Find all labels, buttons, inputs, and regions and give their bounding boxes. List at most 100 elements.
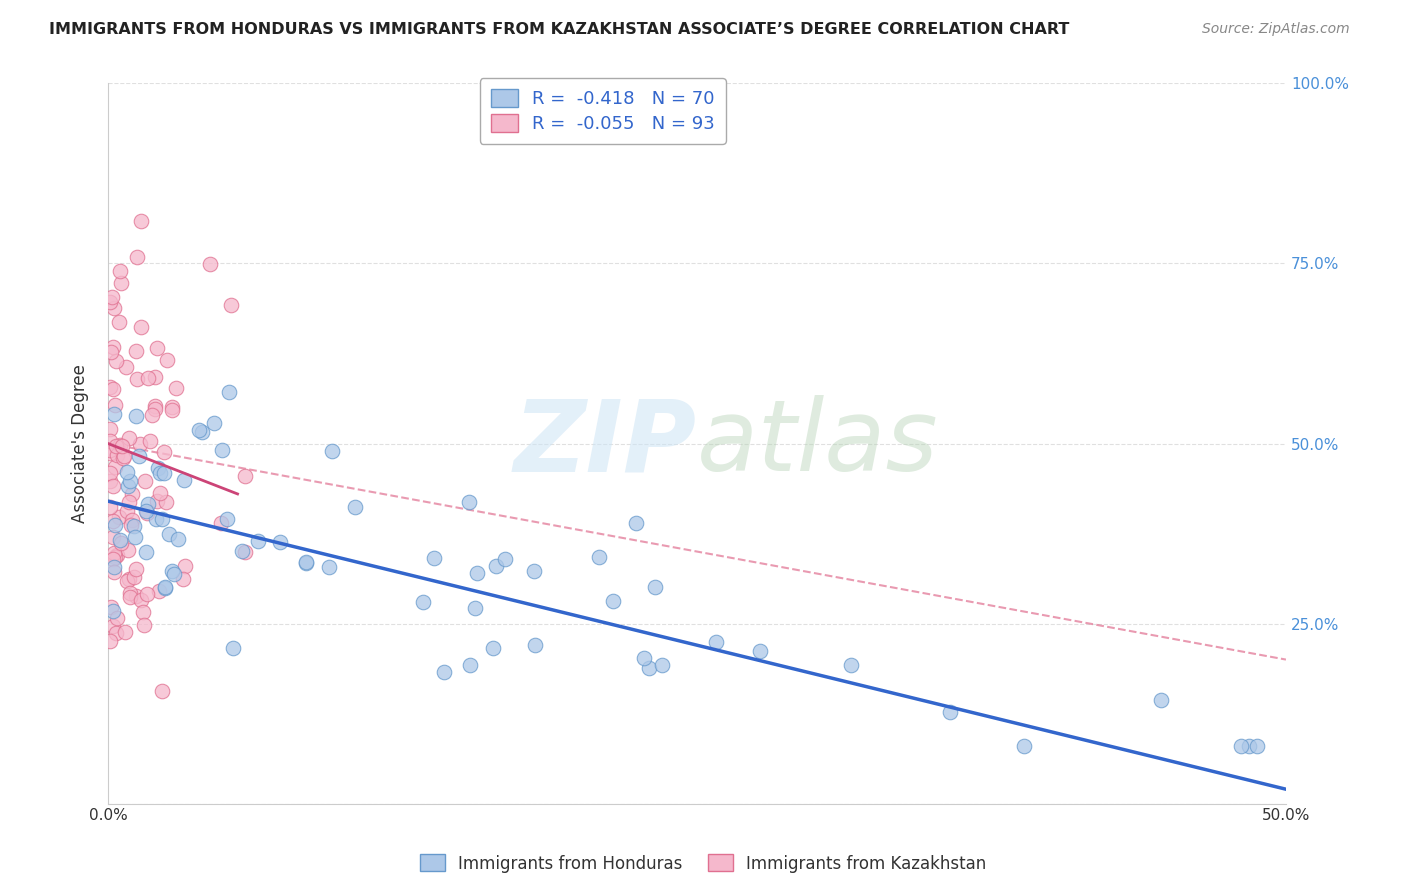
Point [129,320,152,334]
Point [644,580,666,594]
Point [115,574,138,589]
Point [98,474,121,488]
Point [125,589,148,603]
Point [98,422,121,436]
Point [294,554,316,568]
Point [103,408,125,422]
Point [704,635,727,649]
Point [105,439,128,453]
Point [1246,739,1268,753]
Point [174,559,197,574]
Point [233,469,256,483]
Point [122,570,145,584]
Point [101,290,124,304]
Point [101,604,124,618]
Point [269,534,291,549]
Point [162,566,184,581]
Point [103,551,125,566]
Point [153,580,176,594]
Point [188,423,211,437]
Point [105,611,128,625]
Point [1150,692,1173,706]
Point [215,512,238,526]
Point [128,449,150,463]
Point [146,493,169,508]
Point [433,665,456,679]
Point [136,506,159,520]
Point [464,601,486,615]
Point [111,439,134,453]
Point [412,594,434,608]
Point [129,593,152,607]
Point [127,250,149,264]
Point [103,565,125,579]
Point [235,545,257,559]
Point [160,400,183,414]
Point [422,550,444,565]
Point [100,344,122,359]
Point [344,500,367,514]
Point [1239,739,1261,753]
Point [125,344,148,359]
Point [118,495,141,509]
Point [98,446,121,460]
Point [247,534,270,549]
Point [157,527,180,541]
Point [148,584,170,599]
Point [111,450,134,465]
Point [98,295,121,310]
Point [209,516,232,530]
Point [110,264,132,278]
Point [101,619,124,633]
Point [110,276,132,290]
Point [602,593,624,607]
Point [134,617,156,632]
Point [120,586,142,600]
Point [211,442,233,457]
Point [122,518,145,533]
Point [108,315,131,329]
Legend: Immigrants from Honduras, Immigrants from Kazakhstan: Immigrants from Honduras, Immigrants fro… [413,847,993,880]
Point [103,530,125,544]
Point [138,371,160,385]
Point [172,572,194,586]
Text: atlas: atlas [697,395,939,492]
Point [318,560,340,574]
Point [146,461,169,475]
Point [98,380,121,394]
Point [117,543,139,558]
Point [117,504,139,518]
Legend: R =  -0.418   N = 70, R =  -0.055   N = 93: R = -0.418 N = 70, R = -0.055 N = 93 [479,78,725,144]
Point [167,533,190,547]
Point [125,562,148,576]
Point [494,552,516,566]
Point [150,683,173,698]
Point [295,556,318,570]
Point [108,533,131,548]
Point [321,443,343,458]
Point [218,385,240,400]
Point [148,485,170,500]
Point [153,444,176,458]
Point [638,661,661,675]
Point [108,510,131,524]
Point [165,381,187,395]
Y-axis label: Associate's Degree: Associate's Degree [72,364,89,523]
Point [160,402,183,417]
Point [121,513,143,527]
Point [114,359,136,374]
Point [202,416,225,430]
Point [145,512,167,526]
Text: Source: ZipAtlas.com: Source: ZipAtlas.com [1202,22,1350,37]
Point [1014,739,1036,753]
Point [465,566,488,580]
Point [155,494,177,508]
Point [110,535,132,549]
Point [114,625,136,640]
Point [128,437,150,451]
Point [1229,739,1251,753]
Point [152,467,174,481]
Point [98,443,121,458]
Point [105,625,128,640]
Point [129,214,152,228]
